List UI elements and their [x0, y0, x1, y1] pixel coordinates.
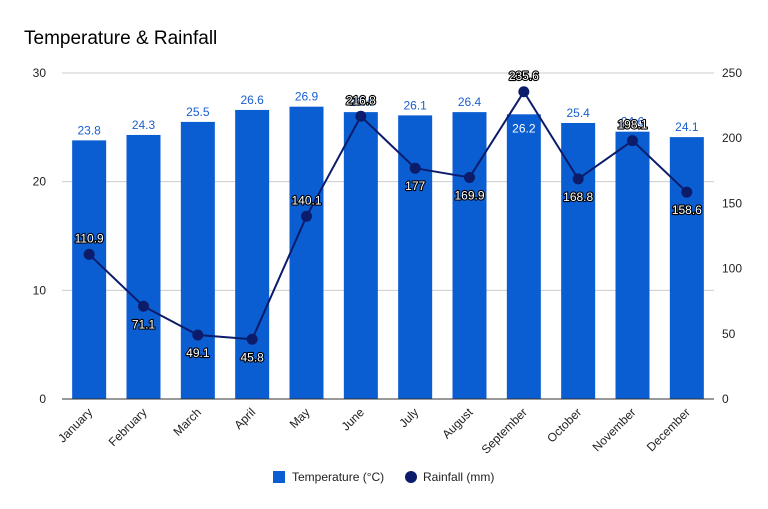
- y-right-tick-label: 200: [722, 131, 742, 145]
- x-tick-label: May: [287, 405, 313, 431]
- x-tick-label: December: [644, 405, 693, 454]
- x-tick-label: September: [479, 405, 530, 456]
- x-tick-label: February: [106, 405, 150, 449]
- line-value-label: 110.9: [75, 231, 104, 245]
- bar: [180, 121, 215, 400]
- bar: [506, 114, 541, 399]
- legend-swatch-rainfall: [405, 471, 417, 483]
- bar: [669, 137, 704, 399]
- bar: [398, 115, 433, 399]
- line-value-label: 158.6: [672, 203, 702, 217]
- line-point: [572, 173, 584, 185]
- bar: [615, 131, 650, 399]
- rainfall-line: [88, 90, 688, 341]
- bar: [289, 106, 324, 399]
- y-right-tick-label: 100: [722, 262, 742, 276]
- line-value-label: 71.1: [132, 317, 156, 331]
- line-point: [192, 329, 204, 341]
- legend: Temperature (°C) Rainfall (mm): [273, 470, 494, 484]
- line-point: [681, 186, 693, 198]
- y-right-tick-label: 150: [722, 196, 742, 210]
- line-value-label: 168.8: [563, 190, 593, 204]
- bar-value-label: 23.8: [77, 123, 101, 137]
- line-value-label: 177: [405, 179, 425, 193]
- bar-value-label: 26.6: [240, 93, 264, 107]
- bar: [72, 140, 107, 399]
- x-tick-label: June: [339, 405, 368, 434]
- line-series: 110.9 71.1 49.1 45.8 140.1 216.8 177 169.9 235.6…: [73, 68, 703, 366]
- y-right-tick-label: 50: [722, 327, 736, 341]
- line-value-label: 140.1: [291, 193, 321, 207]
- line-point: [409, 162, 421, 174]
- x-tick-label: October: [544, 405, 584, 445]
- line-value-label: 198.1: [617, 118, 647, 132]
- line-point: [464, 171, 475, 183]
- legend-label-rainfall: Rainfall (mm): [423, 470, 494, 484]
- bar: [561, 122, 596, 399]
- line-value-label: 45.8: [240, 350, 264, 364]
- bar-value-label: 26.9: [295, 90, 319, 104]
- bar-value-label: 26.1: [403, 98, 427, 112]
- legend-label-temperature: Temperature (°C): [292, 470, 384, 484]
- line-value-label: 235.6: [509, 69, 539, 83]
- bar: [452, 112, 487, 400]
- x-tick-label: March: [170, 405, 203, 438]
- x-tick-label: January: [55, 405, 95, 445]
- x-tick-label: November: [590, 405, 639, 454]
- bar: [126, 134, 161, 399]
- bar-value-label: 25.5: [186, 105, 210, 119]
- bar-value-label: 25.4: [566, 106, 590, 120]
- line-value-label: 49.1: [186, 346, 210, 360]
- line-value-label: 216.8: [346, 93, 376, 107]
- line-point: [301, 210, 312, 222]
- bar-value-label: 26.4: [349, 95, 373, 109]
- y-right-tick-label: 250: [722, 66, 742, 80]
- line-point: [138, 300, 149, 312]
- bar-value-label: 26.4: [458, 95, 482, 109]
- chart-title: Temperature & Rainfall: [24, 28, 217, 49]
- line-point: [355, 110, 367, 122]
- y-left-tick-label: 10: [33, 283, 47, 297]
- legend-swatch-temperature: [273, 471, 285, 483]
- bar-value-label: 24.1: [675, 120, 699, 134]
- y-right-tick-label: 0: [722, 392, 729, 406]
- bar-value-label: 26.2: [512, 121, 536, 135]
- line-point: [246, 333, 258, 345]
- gridlines: [62, 72, 714, 291]
- y-left-tick-label: 30: [33, 66, 47, 80]
- bar: [235, 109, 270, 400]
- y-left-tick-label: 20: [33, 175, 47, 189]
- y-left-tick-label: 0: [39, 392, 46, 406]
- bar-value-label: 24.3: [132, 118, 156, 132]
- line-value-label: 169.9: [454, 188, 484, 202]
- x-tick-label: July: [396, 405, 421, 430]
- line-point: [627, 135, 638, 147]
- bar-value-label: 24.6: [621, 115, 645, 129]
- x-tick-label: April: [231, 405, 258, 432]
- line-point: [518, 86, 530, 98]
- line-point: [83, 248, 95, 260]
- x-tick-label: August: [439, 405, 476, 442]
- bar-series: 23.8 24.3 25.5 26.6 26.9 26.4 26.1 26.4 26.2 25.4…: [72, 90, 704, 400]
- bar: [343, 112, 378, 400]
